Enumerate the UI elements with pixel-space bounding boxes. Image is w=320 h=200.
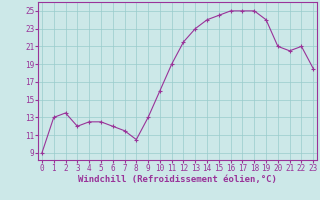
X-axis label: Windchill (Refroidissement éolien,°C): Windchill (Refroidissement éolien,°C): [78, 175, 277, 184]
